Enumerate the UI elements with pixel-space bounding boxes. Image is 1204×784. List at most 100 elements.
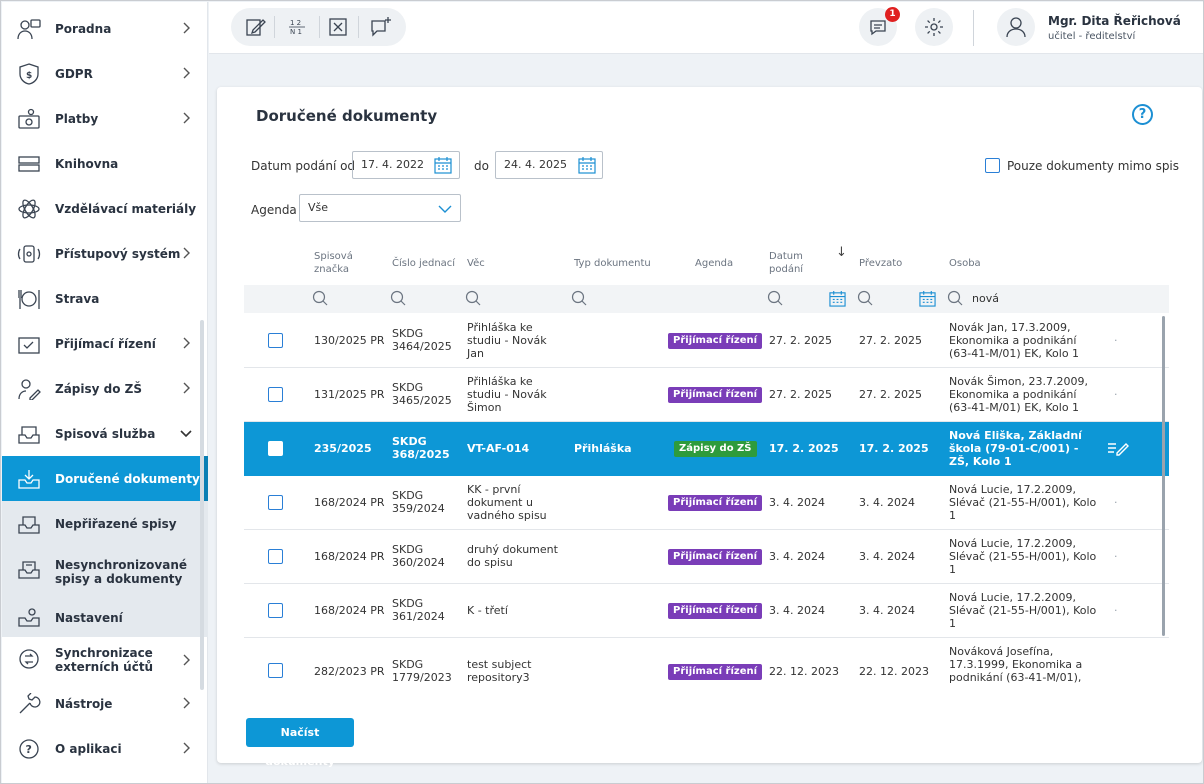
sidebar-item-pristupovy[interactable]: Přístupový systém bbox=[2, 231, 208, 276]
date-to-label: do bbox=[474, 159, 489, 173]
date-from-field[interactable]: 17. 4. 2022 bbox=[352, 151, 460, 179]
help-button[interactable]: ? bbox=[1132, 104, 1153, 125]
sidebar-item-nastroje[interactable]: Nástroje bbox=[2, 681, 208, 726]
col-cislo[interactable]: Číslo jednací bbox=[392, 258, 456, 269]
col-spisova[interactable]: Spisová značka bbox=[314, 251, 353, 275]
cell-spisova: 282/2023 PR bbox=[314, 665, 385, 678]
agenda-select[interactable]: Vše bbox=[299, 194, 461, 222]
table-row[interactable]: 168/2024 PR SKDG 359/2024 KK - první dok… bbox=[244, 476, 1169, 530]
sidebar-item-gdpr[interactable]: $ GDPR bbox=[2, 51, 208, 96]
toolbar-divider bbox=[274, 16, 275, 38]
search-icon[interactable] bbox=[571, 290, 587, 306]
col-datum[interactable]: Datum podání bbox=[769, 251, 804, 275]
calendar-icon[interactable] bbox=[919, 290, 936, 307]
agenda-badge: Zápisy do ZŠ bbox=[674, 441, 757, 457]
edit-icon[interactable] bbox=[244, 16, 266, 38]
row-checkbox[interactable] bbox=[268, 441, 283, 456]
cell-datum: 27. 2. 2025 bbox=[769, 334, 832, 347]
row-checkbox[interactable] bbox=[268, 603, 283, 618]
table-scrollbar[interactable] bbox=[1162, 316, 1165, 636]
access-system-icon bbox=[17, 245, 41, 263]
sidebar-item-vzdelavaci[interactable]: Vzdělávací materiály bbox=[2, 186, 208, 231]
row-checkbox[interactable] bbox=[268, 387, 283, 402]
calendar-icon[interactable] bbox=[578, 156, 596, 174]
cell-cislo: SKDG 1779/2023 bbox=[392, 658, 452, 684]
sidebar-item-label: Nesynchronizované spisy a dokumenty bbox=[55, 558, 187, 586]
sidebar-item-poradna[interactable]: Poradna bbox=[2, 6, 208, 51]
person-filter-input[interactable]: nová bbox=[972, 292, 999, 305]
search-icon[interactable] bbox=[947, 290, 963, 306]
close-box-icon[interactable] bbox=[327, 16, 349, 38]
add-comment-icon[interactable] bbox=[370, 16, 392, 38]
sidebar-item-knihovna[interactable]: Knihovna bbox=[2, 141, 208, 186]
chevron-down-icon bbox=[180, 430, 192, 438]
table-header: Spisová značka Číslo jednací Věc Typ dok… bbox=[244, 242, 1169, 286]
calendar-icon[interactable] bbox=[434, 156, 452, 174]
col-prevzato[interactable]: Převzato bbox=[859, 258, 903, 269]
sidebar-item-strava[interactable]: Strava bbox=[2, 276, 208, 321]
row-checkbox[interactable] bbox=[268, 549, 283, 564]
enrollment-icon bbox=[18, 379, 41, 400]
payments-icon bbox=[18, 108, 40, 129]
sidebar-item-nastaveni[interactable]: Nastavení bbox=[2, 598, 208, 637]
table-row-selected[interactable]: 235/2025 SKDG 368/2025 VT-AF-014 Přihláš… bbox=[244, 422, 1169, 476]
edit-list-icon[interactable] bbox=[1107, 440, 1131, 456]
sidebar-item-label: Strava bbox=[55, 291, 100, 306]
settings-button[interactable] bbox=[915, 8, 953, 46]
user-icon bbox=[1006, 17, 1026, 38]
chevron-right-icon bbox=[183, 112, 190, 124]
toolbar-divider bbox=[319, 16, 320, 38]
sidebar-item-spisova[interactable]: Spisová služba bbox=[2, 411, 208, 456]
search-icon[interactable] bbox=[767, 290, 783, 306]
sidebar-item-label: O aplikaci bbox=[55, 741, 122, 756]
outside-file-checkbox[interactable] bbox=[985, 158, 1000, 173]
chevron-right-icon bbox=[183, 697, 190, 709]
load-documents-button[interactable]: Načíst dokumenty bbox=[246, 718, 354, 768]
sidebar-item-zapisy[interactable]: Zápisy do ZŠ bbox=[2, 366, 208, 411]
col-agenda[interactable]: Agenda bbox=[695, 258, 734, 269]
user-name[interactable]: Mgr. Dita Řeřichová bbox=[1048, 14, 1181, 28]
search-icon[interactable] bbox=[857, 290, 873, 306]
sidebar-item-prijimaci[interactable]: Přijímací řízení bbox=[2, 321, 208, 366]
col-typ[interactable]: Typ dokumentu bbox=[574, 258, 651, 269]
row-checkbox[interactable] bbox=[268, 495, 283, 510]
row-marker: · bbox=[1114, 334, 1118, 347]
table-row[interactable]: 168/2024 PR SKDG 360/2024 druhý dokument… bbox=[244, 530, 1169, 584]
avatar[interactable] bbox=[997, 8, 1035, 46]
cell-spisova: 235/2025 bbox=[314, 442, 372, 455]
sort-arrow-icon[interactable]: ↓ bbox=[836, 245, 847, 260]
settings-tray-icon bbox=[18, 608, 40, 627]
cell-datum: 3. 4. 2024 bbox=[769, 550, 825, 563]
sidebar-item-nesynchronizovane[interactable]: Nesynchronizované spisy a dokumenty bbox=[2, 546, 208, 598]
search-icon[interactable] bbox=[390, 290, 406, 306]
sidebar-item-neprirazene[interactable]: Nepřiřazené spisy bbox=[2, 501, 208, 546]
cell-osoba: Novák Šimon, 23.7.2009, Ekonomika a podn… bbox=[949, 375, 1089, 414]
date-to-value: 24. 4. 2025 bbox=[504, 158, 567, 171]
search-icon[interactable] bbox=[465, 290, 481, 306]
numbering-icon[interactable]: 1 2N 1 bbox=[286, 16, 308, 38]
search-icon[interactable] bbox=[312, 290, 328, 306]
table-row[interactable]: 130/2025 PR SKDG 3464/2025 Přihláška ke … bbox=[244, 314, 1169, 368]
date-to-field[interactable]: 24. 4. 2025 bbox=[495, 151, 603, 179]
table-row[interactable]: 131/2025 PR SKDG 3465/2025 Přihláška ke … bbox=[244, 368, 1169, 422]
chevron-down-icon bbox=[438, 205, 452, 213]
sidebar-item-dorucene[interactable]: Doručené dokumenty bbox=[2, 456, 208, 501]
calendar-icon[interactable] bbox=[829, 290, 846, 307]
row-checkbox[interactable] bbox=[268, 333, 283, 348]
row-checkbox[interactable] bbox=[268, 663, 283, 678]
col-vec[interactable]: Věc bbox=[467, 258, 485, 269]
cell-cislo: SKDG 368/2025 bbox=[392, 435, 450, 461]
sidebar-item-platby[interactable]: Platby bbox=[2, 96, 208, 141]
cell-cislo: SKDG 3465/2025 bbox=[392, 381, 452, 407]
row-marker: · bbox=[1114, 604, 1118, 617]
sidebar-item-synchronizace[interactable]: Synchronizace externích účtů bbox=[2, 636, 208, 684]
table-row[interactable]: 168/2024 PR SKDG 361/2024 K - třetí Přij… bbox=[244, 584, 1169, 638]
sidebar-item-label: Zápisy do ZŠ bbox=[55, 381, 142, 396]
col-osoba[interactable]: Osoba bbox=[949, 258, 981, 269]
table-row[interactable]: 282/2023 PR SKDG 1779/2023 test subject … bbox=[244, 638, 1169, 684]
sidebar-scrollbar[interactable] bbox=[200, 320, 204, 690]
sidebar-item-o-aplikaci[interactable]: ? O aplikaci bbox=[2, 726, 208, 771]
chevron-right-icon bbox=[183, 742, 190, 754]
